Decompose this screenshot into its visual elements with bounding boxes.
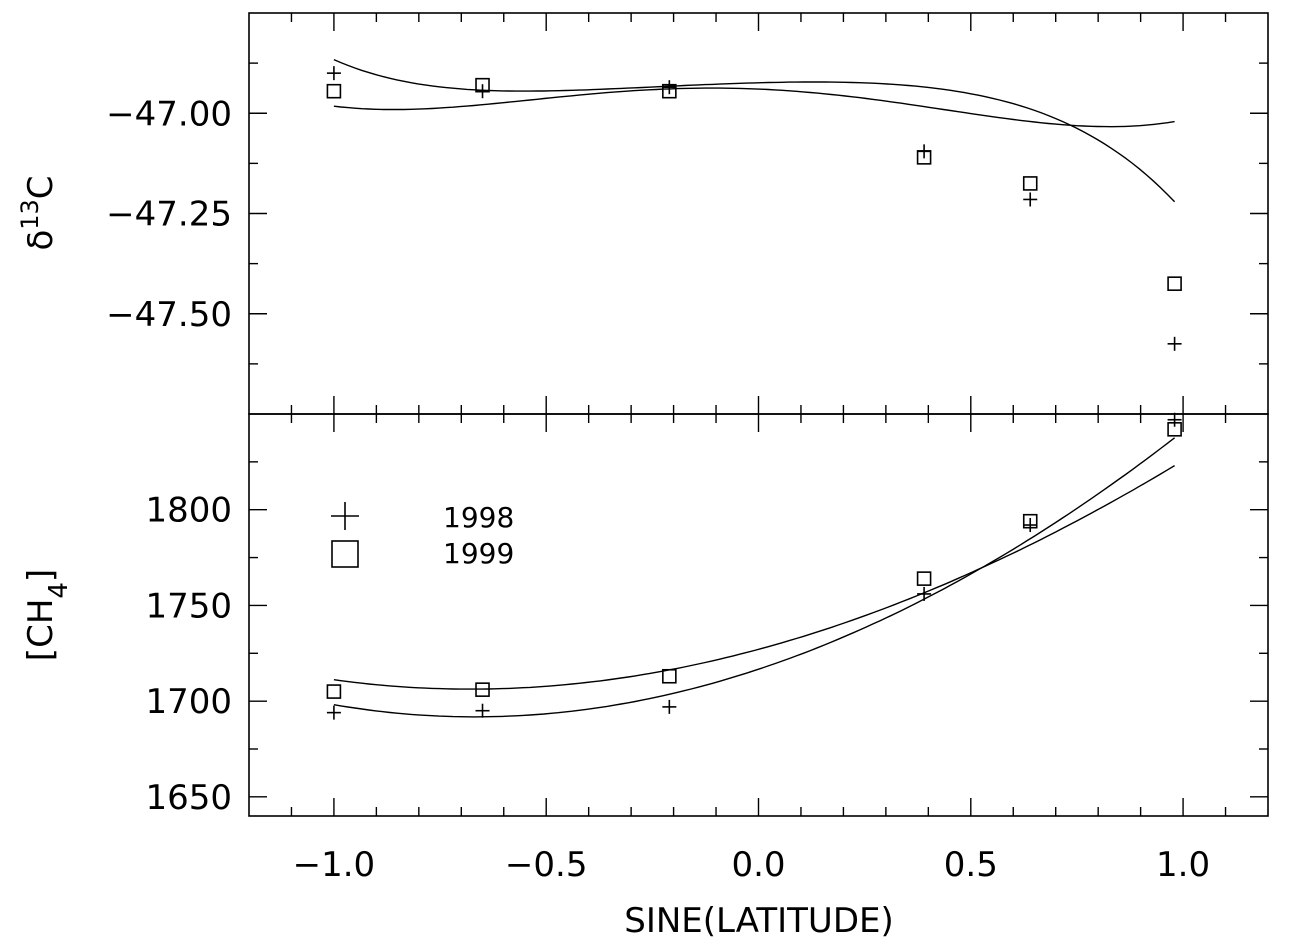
panel-frame-bottom [248,413,1269,817]
x-tick-label: 0.0 [731,845,785,885]
point-top-1999-4 [1022,176,1038,191]
x-tick-label: −0.5 [505,845,588,885]
panel-frame-top [248,12,1269,415]
point-bottom-1999-4 [1022,513,1038,529]
point-top-1999-0 [326,83,342,99]
x-tick-label: 1.0 [1156,845,1210,885]
point-bottom-1999-1 [475,682,490,697]
legend-marker-1999 [331,540,359,568]
fit-curve-bottom-1998 [333,437,1176,718]
y-tick-label-bottom: 1750 [145,586,232,626]
point-bottom-1998-1 [475,703,490,718]
y-axis-title-top-sup: 13 [16,199,44,230]
point-top-1998-4 [1023,192,1038,207]
y-tick-label-top: −47.25 [106,195,232,235]
point-top-1999-3 [916,150,932,165]
point-bottom-1999-3 [916,571,932,586]
x-tick-label: 0.5 [944,845,998,885]
point-bottom-1999-0 [326,684,342,699]
y-axis-title-bottom: [CH4] [21,569,74,661]
tick-labels: −47.00 −47.25 −47.50 1650 1700 1750 1800 −1.0 −0… [106,94,1210,885]
point-bottom-1998-0 [326,705,341,720]
y-axis-title-top: δ13C [16,175,61,250]
point-bottom-1998-2 [662,699,677,714]
x-tick-label: −1.0 [293,845,376,885]
legend-marker-1998 [331,502,359,530]
fit-curve-bottom-1999 [333,464,1175,690]
axis-ticks [249,13,1268,816]
point-bottom-1999-5 [1167,422,1182,437]
x-axis-title: SINE(LATITUDE) [624,901,894,941]
y-tick-label-bottom: 1650 [145,778,232,818]
data-markers [326,66,1182,720]
point-top-1999-2 [662,83,677,99]
point-top-1998-2 [662,80,677,95]
y-tick-label-top: −47.00 [106,94,232,134]
y-tick-label-top: −47.50 [106,295,232,335]
fit-curve-top-1999 [333,87,1175,128]
point-top-1998-0 [326,66,341,81]
legend: 1998 1999 [331,501,514,570]
y-tick-label-bottom: 1700 [145,682,232,722]
point-top-1999-5 [1167,276,1182,291]
point-bottom-1998-5 [1167,412,1182,427]
legend-plus-symbol [331,502,359,530]
point-bottom-1998-4 [1023,518,1038,533]
legend-label-1999: 1999 [443,537,514,570]
point-top-1999-1 [475,77,490,93]
fit-curves [333,58,1176,718]
y-tick-label-bottom: 1800 [145,491,232,531]
point-bottom-1998-3 [917,586,932,601]
legend-label-1998: 1998 [443,501,514,534]
legend-square-symbol [331,540,359,568]
fit-curve-top-1998 [333,58,1176,203]
point-bottom-1999-2 [662,668,677,684]
point-top-1998-5 [1167,336,1182,351]
y-axis-title-bottom-sub: 4 [44,582,74,599]
